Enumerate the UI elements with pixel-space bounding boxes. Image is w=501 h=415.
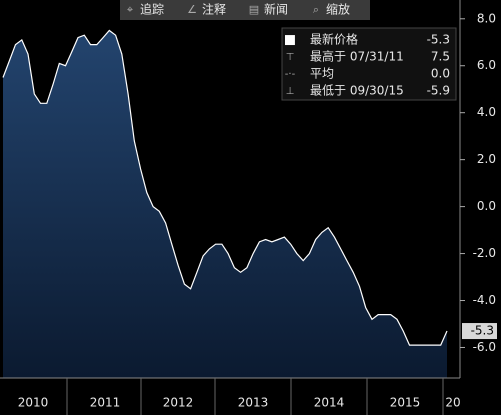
x-tick-label: 2010 bbox=[18, 396, 49, 410]
area-fill bbox=[3, 30, 447, 378]
legend-value: -5.3 bbox=[427, 33, 450, 47]
y-tick-label: 0.0 bbox=[477, 199, 496, 213]
toolbar-button[interactable]: 新闻 bbox=[264, 2, 288, 17]
y-tick-label: 2.0 bbox=[477, 152, 496, 166]
legend-label: 最低于 09/30/15 bbox=[310, 84, 404, 98]
toolbar-button[interactable]: 注释 bbox=[202, 2, 226, 17]
x-tick-label: 2012 bbox=[163, 396, 194, 410]
x-tick-label: 2015 bbox=[390, 396, 421, 410]
toolbar-icon: ▤ bbox=[249, 3, 259, 16]
line bbox=[2, 29, 448, 346]
legend-icon: ⊤ bbox=[286, 52, 295, 63]
y-tick-label: 4.0 bbox=[477, 105, 496, 119]
legend-value: 7.5 bbox=[431, 50, 450, 64]
y-tick-label: -6.0 bbox=[473, 340, 496, 354]
x-tick-label: 2014 bbox=[314, 396, 345, 410]
legend-icon: ⊥ bbox=[286, 86, 295, 97]
toolbar-icon: ⌖ bbox=[127, 3, 133, 16]
x-tick-label: 20 bbox=[445, 396, 460, 410]
toolbar-icon: ∠ bbox=[187, 3, 197, 16]
last-value-label: -5.3 bbox=[471, 324, 494, 338]
legend-icon: ■ bbox=[284, 33, 296, 48]
last-value-tag bbox=[462, 323, 497, 340]
y-tick-label: -4.0 bbox=[473, 293, 496, 307]
toolbar bbox=[120, 0, 370, 20]
x-tick-label: 2013 bbox=[238, 396, 269, 410]
toolbar-button[interactable]: 追踪 bbox=[140, 2, 164, 17]
y-tick-label: -2.0 bbox=[473, 246, 496, 260]
legend-box bbox=[281, 27, 457, 101]
legend-value: 0.0 bbox=[431, 67, 450, 81]
legend-label: 最高于 07/31/11 bbox=[310, 49, 404, 64]
toolbar-button[interactable]: 缩放 bbox=[326, 2, 350, 17]
legend-label: 最新价格 bbox=[310, 32, 358, 47]
y-tick-label: 8.0 bbox=[477, 11, 496, 25]
legend-icon: -·- bbox=[285, 69, 296, 80]
x-tick-label: 2011 bbox=[90, 396, 121, 410]
legend-value: -5.9 bbox=[427, 84, 450, 98]
toolbar-icon: ⌕ bbox=[313, 3, 319, 16]
y-tick-label: 6.0 bbox=[477, 58, 496, 72]
legend-label: 平均 bbox=[310, 67, 334, 81]
